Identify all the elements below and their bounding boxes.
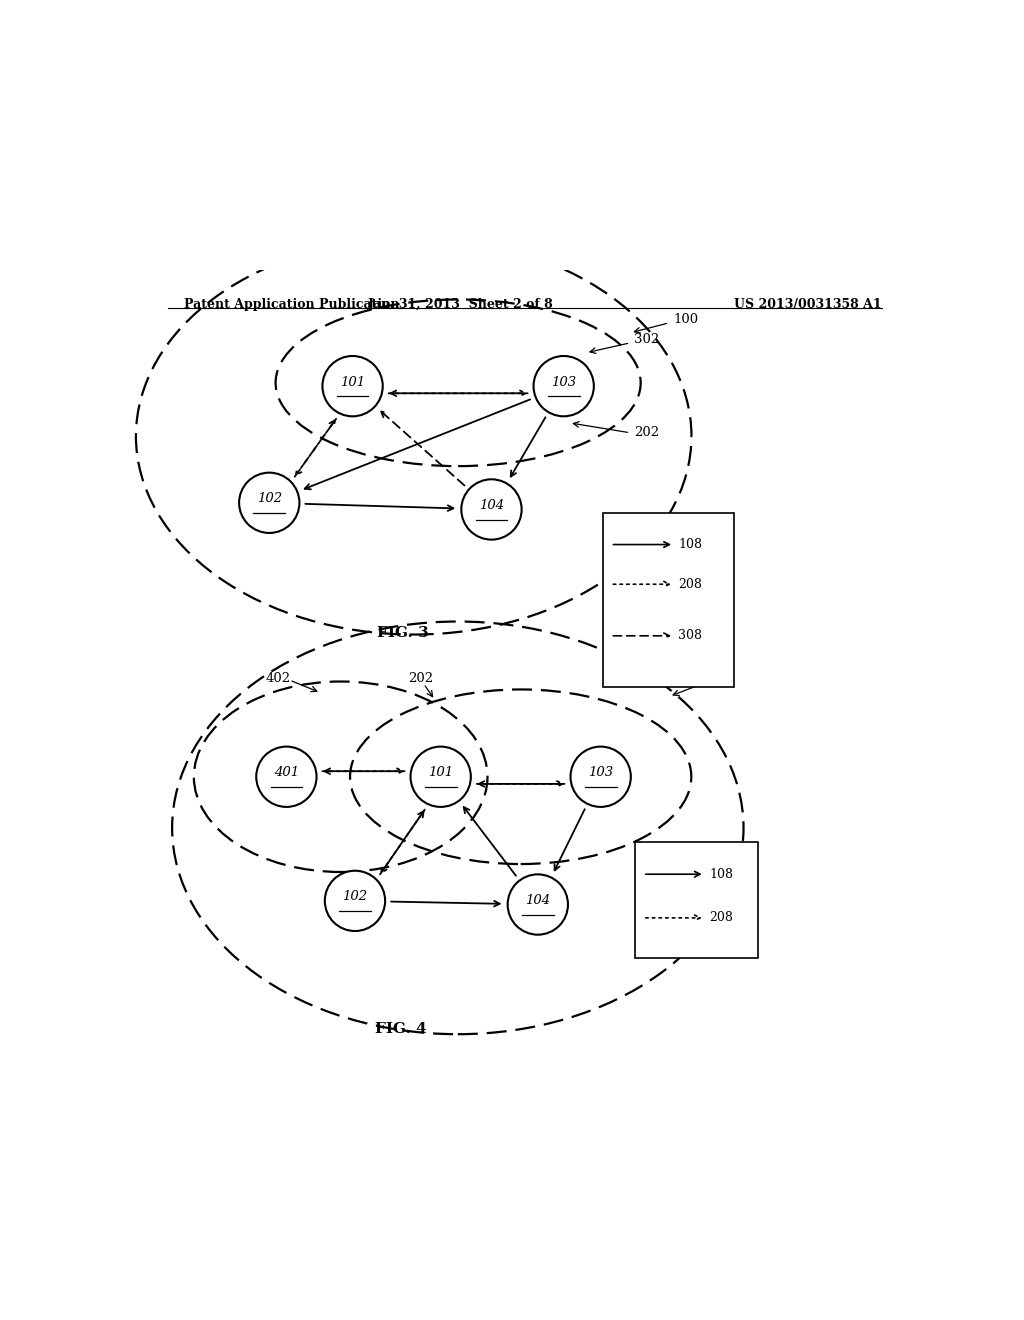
FancyBboxPatch shape [602,512,733,688]
Text: FIG. 3: FIG. 3 [377,626,428,640]
Circle shape [323,356,383,416]
Text: 100: 100 [696,676,722,688]
Text: 101: 101 [428,767,454,779]
Text: 202: 202 [409,672,433,685]
Circle shape [411,747,471,807]
Text: 102: 102 [257,492,282,506]
Text: 202: 202 [635,426,659,440]
Text: Patent Application Publication: Patent Application Publication [183,297,399,310]
Text: 108: 108 [678,539,702,550]
Circle shape [256,747,316,807]
Circle shape [240,473,299,533]
Text: 401: 401 [273,767,299,779]
Text: 308: 308 [678,630,702,643]
Text: 208: 208 [710,911,733,924]
Circle shape [534,356,594,416]
Text: 104: 104 [479,499,504,512]
Text: US 2013/0031358 A1: US 2013/0031358 A1 [734,297,882,310]
Circle shape [325,871,385,931]
Text: 102: 102 [342,891,368,903]
Text: 103: 103 [588,767,613,779]
FancyBboxPatch shape [635,842,758,957]
Text: 302: 302 [635,333,659,346]
Text: 402: 402 [265,672,291,685]
Text: 103: 103 [551,376,577,388]
Text: 101: 101 [340,376,366,388]
Circle shape [462,479,521,540]
Circle shape [570,747,631,807]
Text: Jan. 31, 2013  Sheet 2 of 8: Jan. 31, 2013 Sheet 2 of 8 [369,297,554,310]
Text: 108: 108 [710,867,733,880]
Text: FIG. 4: FIG. 4 [375,1022,427,1036]
Text: 104: 104 [525,894,550,907]
Circle shape [508,874,568,935]
Text: 208: 208 [678,578,701,591]
Text: 100: 100 [674,313,698,326]
